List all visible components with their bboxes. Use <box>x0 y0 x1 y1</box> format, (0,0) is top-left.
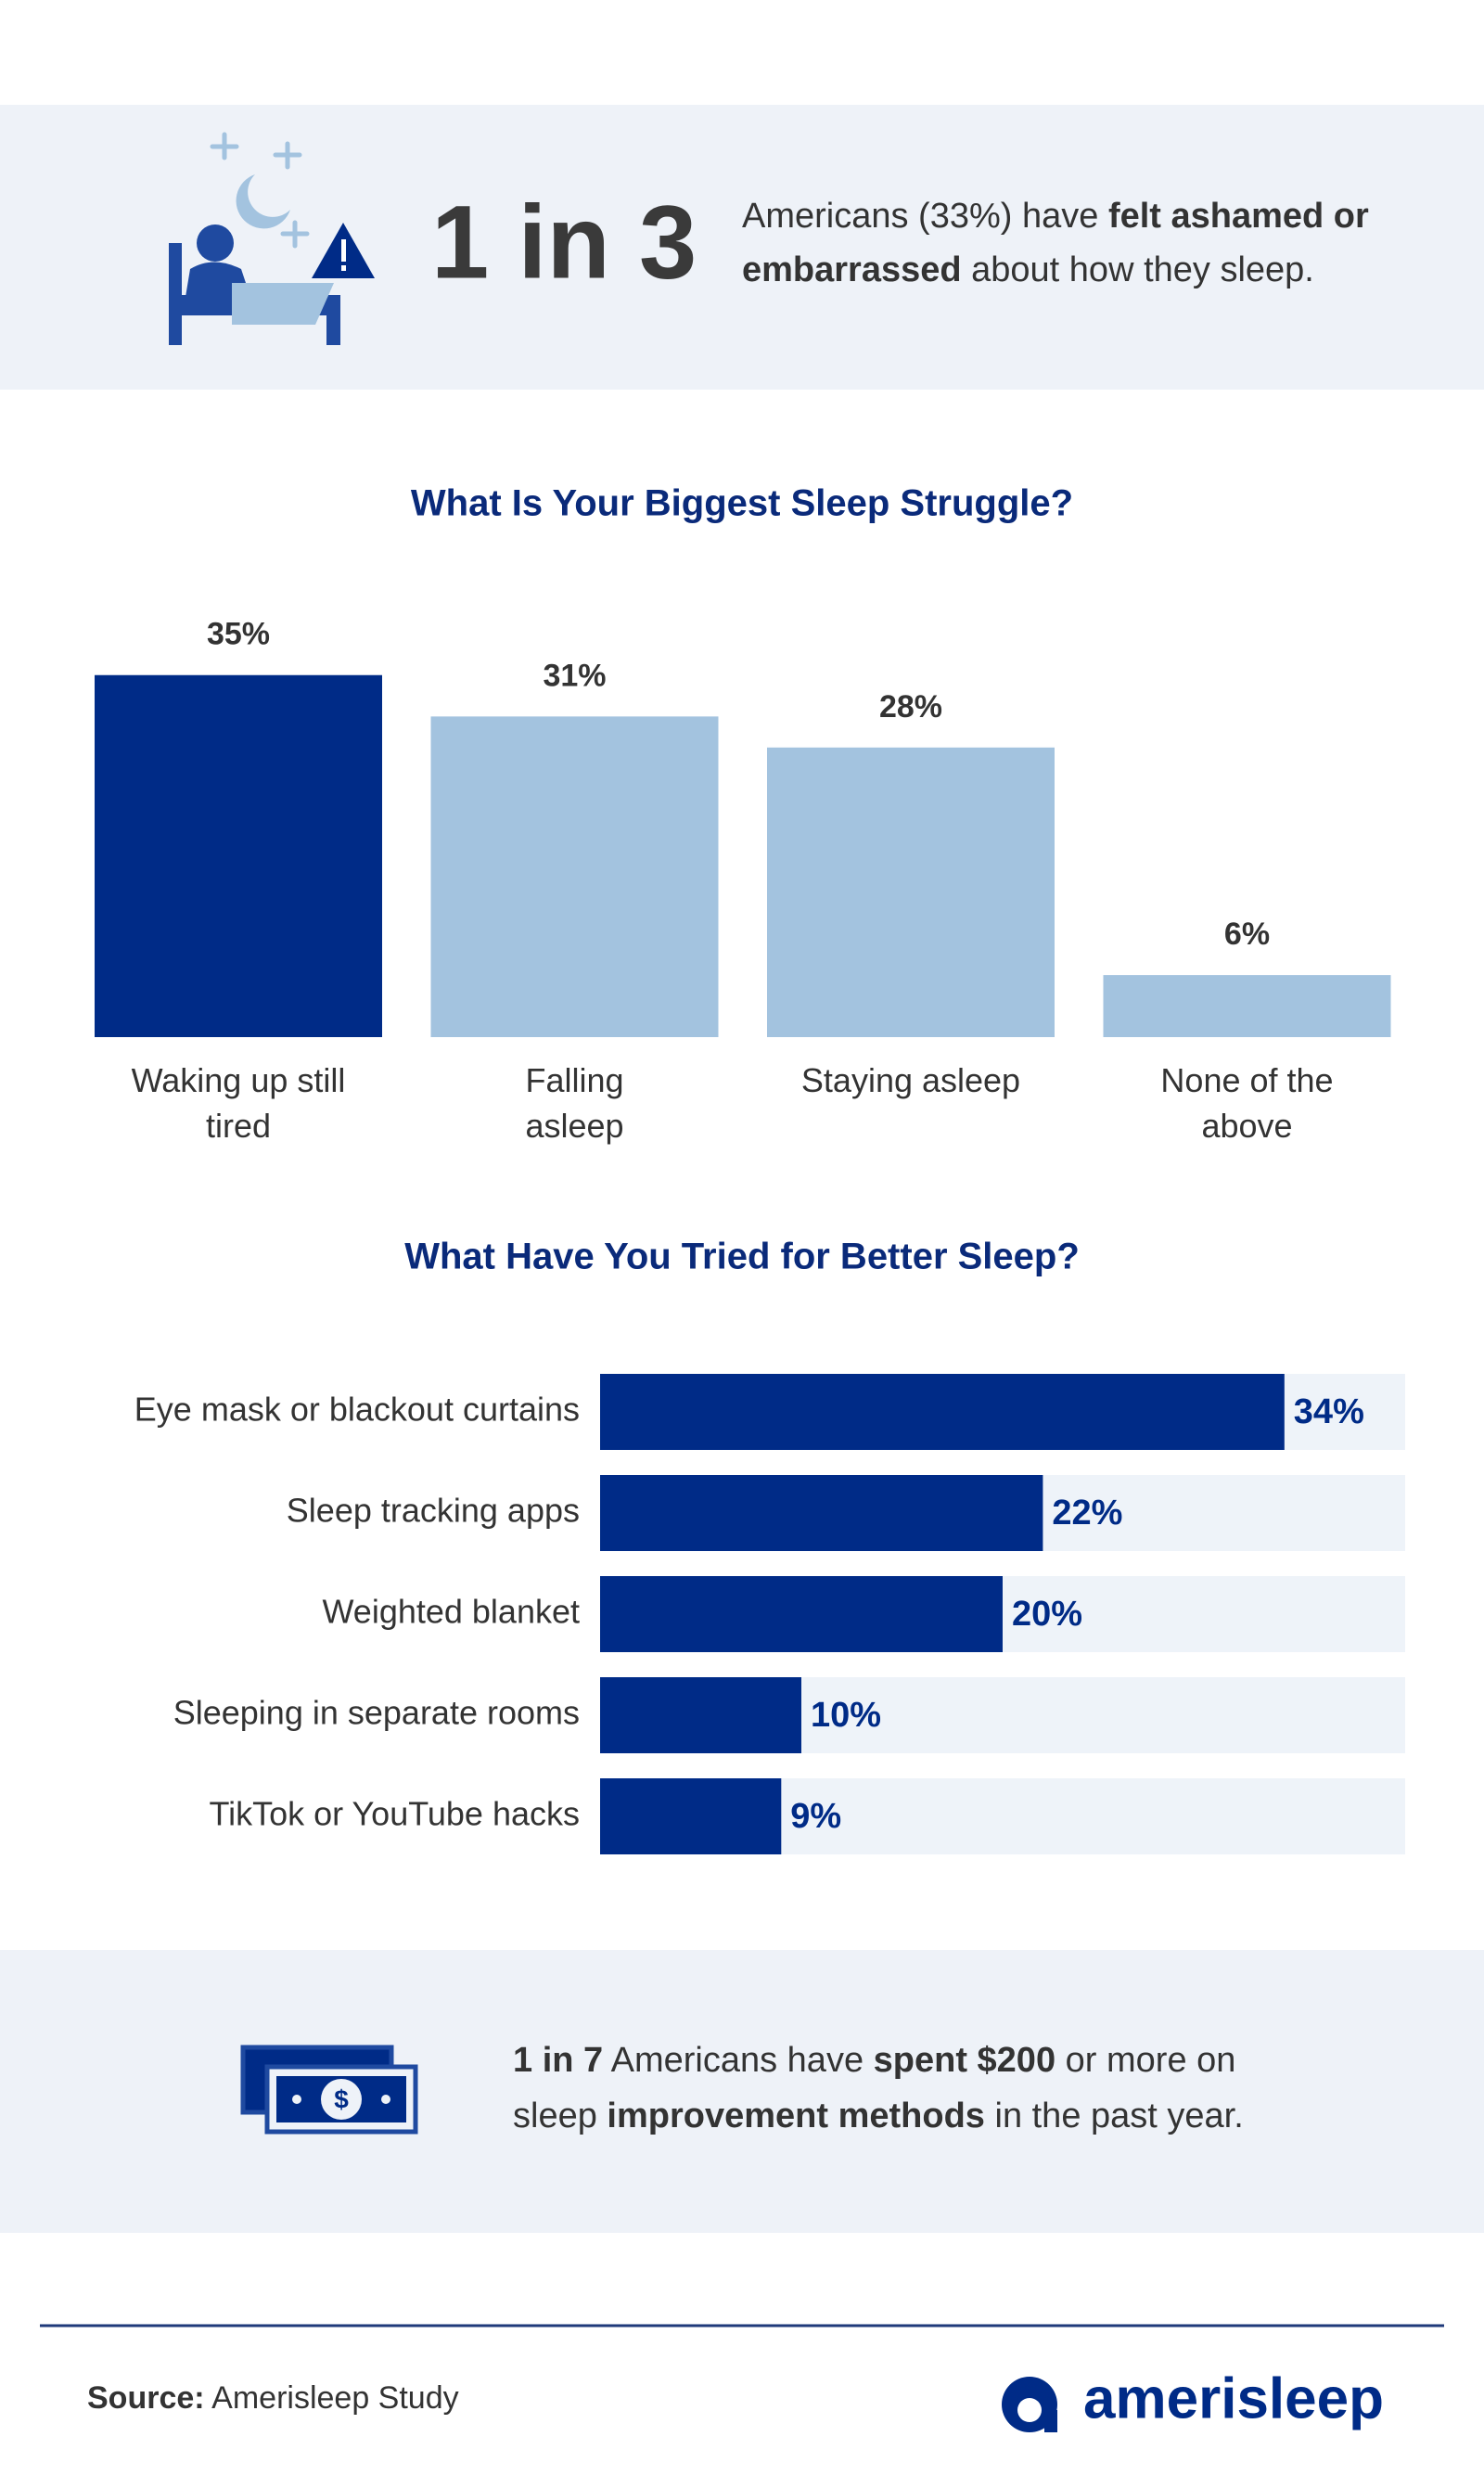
value-label: 34% <box>1294 1392 1364 1431</box>
category-label: Falling asleep <box>525 1061 624 1145</box>
category-label: TikTok or YouTube hacks <box>209 1795 580 1833</box>
category-label: None of the above <box>1160 1061 1334 1145</box>
category-label: Eye mask or blackout curtains <box>134 1391 580 1429</box>
source: Source: Amerisleep Study <box>87 2380 459 2416</box>
bar <box>600 1475 1043 1551</box>
header-big: 1 in 3 <box>431 185 697 301</box>
value-label: 22% <box>1052 1494 1122 1532</box>
text: Americans (33%) have <box>742 197 1108 236</box>
text-line: 1 in 7 Americans have spent $200 or more… <box>513 2041 1235 2080</box>
bar <box>600 1677 801 1753</box>
bar <box>600 1576 1003 1652</box>
text: Americans have <box>603 2041 873 2080</box>
text-line: sleep improvement methods in the past ye… <box>513 2097 1244 2135</box>
bold-text: 1 in 7 <box>513 2041 603 2080</box>
value-label: 35% <box>207 617 270 652</box>
bar <box>600 1778 782 1854</box>
text-line: embarrassed about how they sleep. <box>742 250 1314 289</box>
bold-text: felt ashamed or <box>1108 197 1369 236</box>
text: about how they sleep. <box>962 250 1314 289</box>
bar <box>767 747 1055 1037</box>
text-line: Americans (33%) have felt ashamed or <box>742 197 1369 236</box>
bar <box>95 674 382 1037</box>
bold-text: improvement methods <box>607 2097 985 2135</box>
bar <box>1103 975 1391 1037</box>
brand: amerisleep <box>1083 2366 1384 2430</box>
svg-text:$: $ <box>334 2084 349 2113</box>
bar <box>600 1374 1285 1450</box>
category-label: Sleep tracking apps <box>287 1492 580 1530</box>
bold-text: spent $200 <box>874 2041 1055 2080</box>
text: in the past year. <box>985 2097 1244 2135</box>
value-label: 10% <box>811 1696 881 1735</box>
value-label: 31% <box>543 658 606 693</box>
header-band <box>0 105 1484 390</box>
sleep-icon <box>169 132 375 345</box>
value-label: 28% <box>879 689 942 725</box>
category-label: Sleeping in separate rooms <box>173 1694 580 1732</box>
value-label: 6% <box>1224 917 1270 952</box>
chart-title: What Have You Tried for Better Sleep? <box>404 1237 1080 1277</box>
bar <box>430 716 719 1037</box>
category-label: Weighted blanket <box>322 1593 580 1631</box>
callout-band <box>0 1950 1484 2233</box>
text: or more on <box>1055 2041 1235 2080</box>
bold-text: embarrassed <box>742 250 962 289</box>
brand-icon <box>1002 2377 1057 2432</box>
source-text: Amerisleep Study <box>205 2380 459 2416</box>
value-label: 9% <box>790 1797 841 1836</box>
text: sleep <box>513 2097 607 2135</box>
source-label: Source: <box>87 2380 205 2416</box>
category-label: Staying asleep <box>800 1061 1021 1099</box>
value-label: 20% <box>1012 1595 1082 1634</box>
chart-title: What Is Your Biggest Sleep Struggle? <box>411 483 1073 524</box>
money-icon: $ <box>240 2045 418 2135</box>
category-label: Waking up still tired <box>131 1061 346 1145</box>
